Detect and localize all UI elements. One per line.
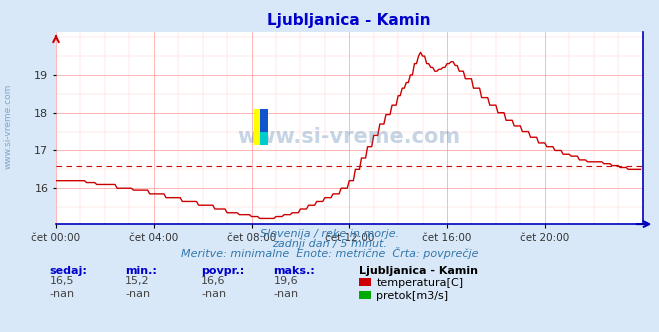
Text: -nan: -nan (125, 289, 150, 299)
Text: 15,2: 15,2 (125, 276, 150, 286)
Text: Slovenija / reke in morje.: Slovenija / reke in morje. (260, 229, 399, 239)
Bar (260, 109, 268, 132)
Text: www.si-vreme.com: www.si-vreme.com (238, 127, 461, 147)
Text: Meritve: minimalne  Enote: metrične  Črta: povprečje: Meritve: minimalne Enote: metrične Črta:… (181, 247, 478, 259)
Text: 19,6: 19,6 (273, 276, 298, 286)
Text: pretok[m3/s]: pretok[m3/s] (376, 291, 448, 301)
Text: www.si-vreme.com: www.si-vreme.com (3, 83, 13, 169)
Text: min.:: min.: (125, 266, 157, 276)
Text: Ljubljanica - Kamin: Ljubljanica - Kamin (359, 266, 478, 276)
Text: povpr.:: povpr.: (201, 266, 244, 276)
Text: temperatura[C]: temperatura[C] (376, 278, 463, 288)
Text: sedaj:: sedaj: (49, 266, 87, 276)
Title: Ljubljanica - Kamin: Ljubljanica - Kamin (268, 13, 431, 28)
Text: 16,5: 16,5 (49, 276, 74, 286)
Text: zadnji dan / 5 minut.: zadnji dan / 5 minut. (272, 239, 387, 249)
Bar (260, 132, 268, 145)
Text: -nan: -nan (201, 289, 226, 299)
Text: -nan: -nan (273, 289, 299, 299)
Text: 16,6: 16,6 (201, 276, 225, 286)
Bar (254, 109, 260, 145)
Text: -nan: -nan (49, 289, 74, 299)
Text: maks.:: maks.: (273, 266, 315, 276)
